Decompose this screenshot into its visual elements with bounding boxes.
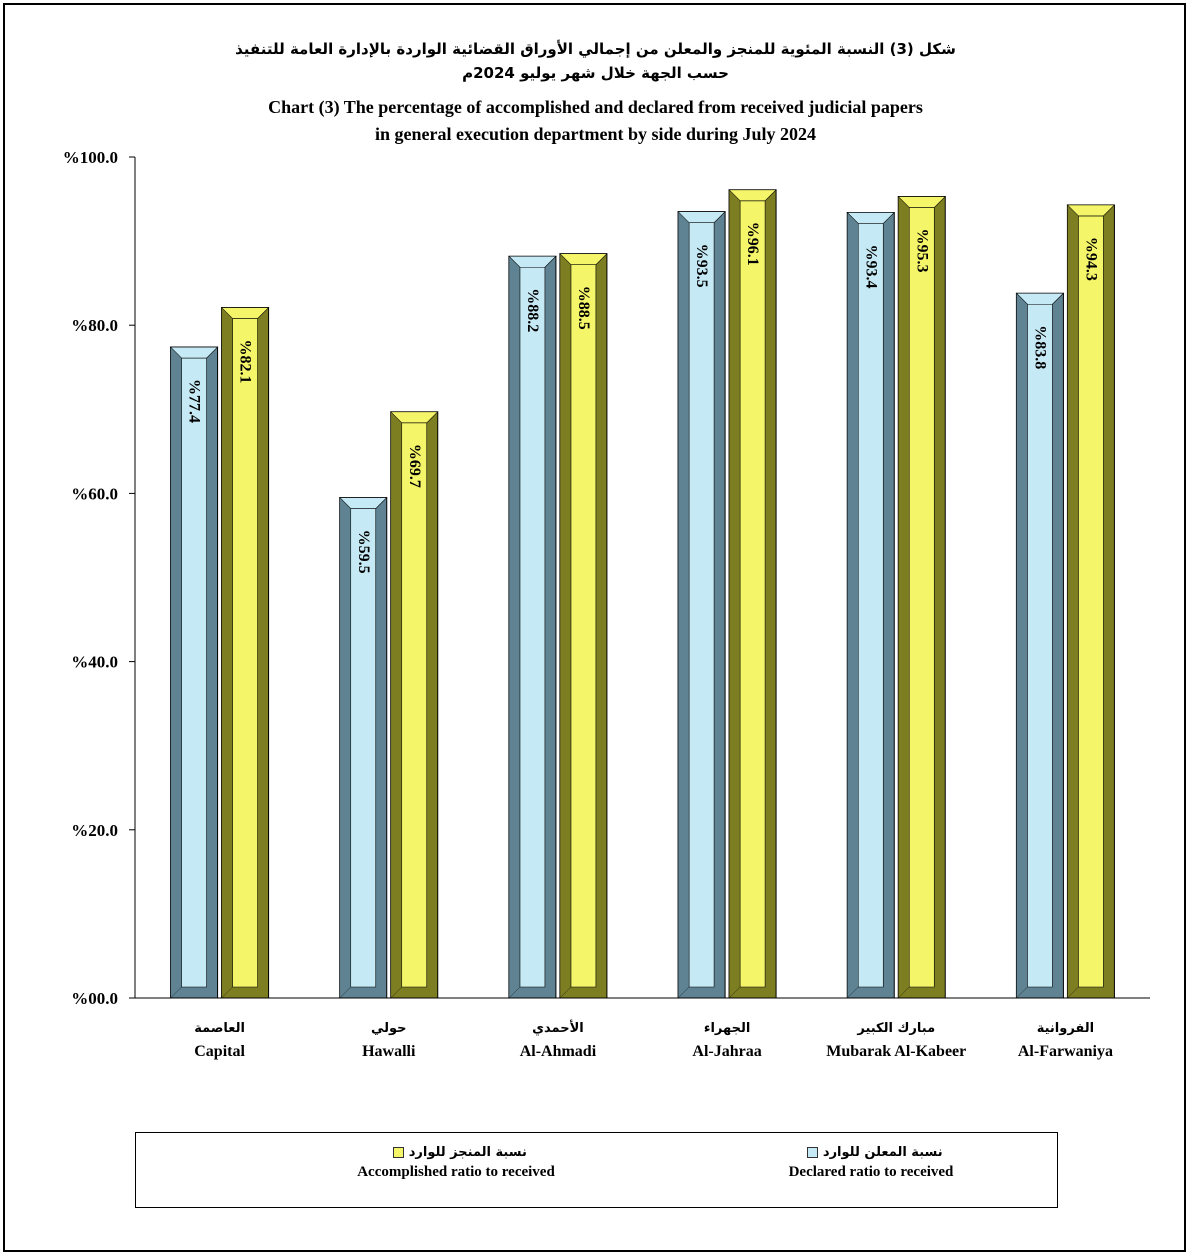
accomplished-bar-face [908,207,935,988]
accomplished-bar-face [401,422,428,988]
accomplished-bar-face [739,200,766,988]
x-tick-label-en: Al-Jahraa [692,1043,761,1060]
declared-bar-bevel-left [339,497,351,999]
legend-swatch-accomplished [393,1147,405,1158]
declared-bar-bevel-left [170,346,182,999]
x-tick-label-en: Hawalli [362,1043,416,1060]
declared-bar-face [519,266,546,988]
declared-bar-bevel-left [508,255,521,999]
declared-value-label: %88.2 [524,288,541,332]
x-tick-label-ar: الجهراء [704,1021,750,1036]
legend-label-declared-en: Declared ratio to received [788,1164,954,1180]
x-tick-label-ar: حولي [371,1021,407,1036]
legend-item-declared: نسبة المعلن للوارد Declared ratio to rec… [736,1145,1006,1181]
legend-label-declared-ar: نسبة المعلن للوارد [822,1145,943,1160]
y-tick-label: %80.0 [71,316,118,335]
x-tick-label-ar: مبارك الكبير [856,1021,935,1036]
x-tick-label-en: Al-Farwaniya [1018,1043,1113,1060]
legend-label-accomplished-ar: نسبة المنجز للوارد [408,1145,527,1160]
x-tick-label-en: Mubarak Al-Kabeer [826,1043,966,1060]
declared-bar-bevel-left [847,212,859,999]
x-tick-label-ar: العاصمة [194,1021,245,1036]
y-tick-label: %20.0 [71,821,118,840]
declared-value-label: %93.4 [862,245,879,289]
declared-bar-bevel-left [677,211,690,999]
accomplished-bar-face [570,264,597,988]
accomplished-value-label: %94.3 [1082,237,1099,281]
declared-value-label: %83.8 [1031,325,1048,369]
accomplished-bar-face [232,318,258,988]
x-tick-label-ar: الأحمدي [532,1019,584,1036]
legend-label-accomplished-en: Accomplished ratio to received [357,1164,555,1180]
chart-title-english-line2: in general execution department by side … [374,124,816,144]
bar-chart: %00.0 %20.0 %40.0 %60.0 %80.0 %100.0 %77.4 %82.… [63,148,1150,1060]
chart-title-arabic-line2: حسب الجهة خلال شهر يوليو 2024م [462,64,729,82]
declared-value-label: %77.4 [186,379,203,423]
accomplished-bar-bevel-left [559,253,572,999]
accomplished-value-label: %95.3 [913,229,930,273]
y-tick-label: %00.0 [71,989,118,1008]
chart-frame [3,3,1186,1252]
x-tick-label-en: Al-Ahmadi [520,1043,597,1060]
chart-legend: نسبة المنجز للوارد Accomplished ratio to… [135,1132,1058,1208]
y-tick-label: %100.0 [63,148,118,167]
x-tick-label-ar: الفروانية [1037,1021,1094,1036]
accomplished-bar-bevel-left [1067,204,1079,999]
accomplished-bar-bevel-left [898,196,910,999]
y-tick-label: %40.0 [71,653,118,672]
x-tick-label-en: Capital [194,1043,245,1060]
declared-bar-face [181,357,207,988]
accomplished-value-label: %69.7 [406,444,423,488]
accomplished-value-label: %82.1 [237,340,254,384]
declared-value-label: %59.5 [355,530,372,574]
declared-bar-bevel-left [1016,292,1028,999]
accomplished-value-label: %88.5 [575,286,592,330]
declared-bar-face [1027,303,1053,988]
chart-title-arabic-line1: شكل (3) النسبة المئوية للمنجز والمعلن من… [235,40,956,58]
legend-swatch-declared [807,1147,819,1158]
declared-value-label: %93.5 [693,244,710,288]
accomplished-bar-face [1078,215,1104,988]
legend-item-accomplished: نسبة المنجز للوارد Accomplished ratio to… [306,1145,606,1181]
y-tick-label: %60.0 [71,484,118,503]
accomplished-bar-bevel-left [390,411,402,999]
declared-bar-face [688,222,715,988]
accomplished-bar-bevel-left [221,307,233,999]
declared-bar-face [857,223,884,988]
accomplished-value-label: %96.1 [744,222,761,266]
accomplished-bar-bevel-left [728,189,741,999]
chart-title-english-line1: Chart (3) The percentage of accomplished… [268,97,923,117]
declared-bar-face [350,508,377,988]
